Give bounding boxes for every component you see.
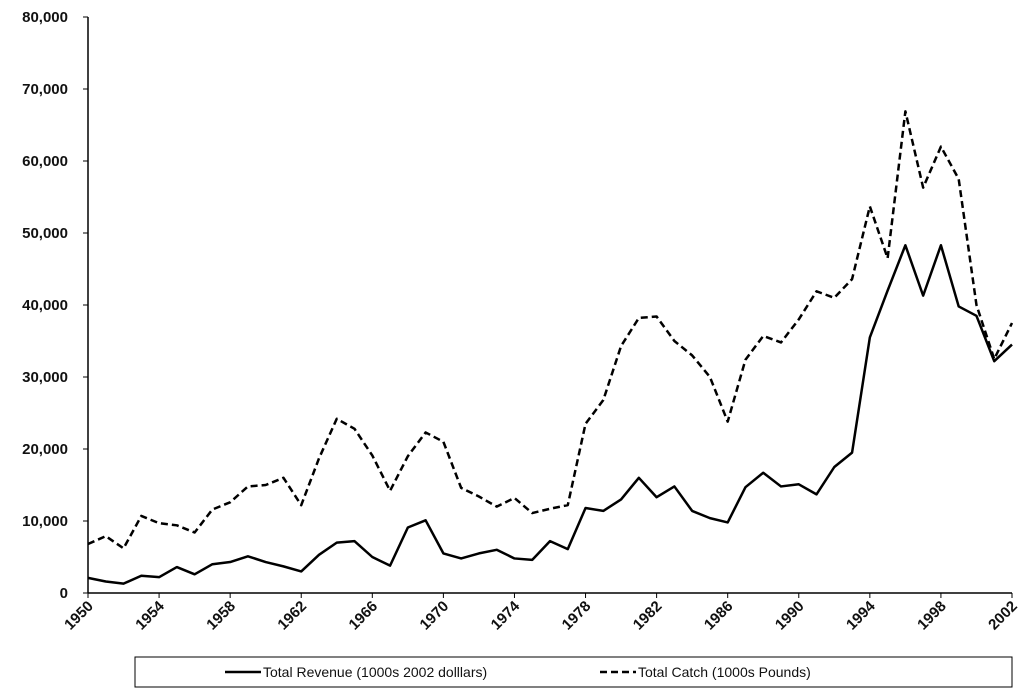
- y-tick-label: 50,000: [22, 225, 68, 242]
- y-tick-label: 60,000: [22, 153, 68, 170]
- y-tick-label: 10,000: [22, 513, 68, 530]
- x-tick-label: 1990: [772, 598, 808, 634]
- legend-label: Total Revenue (1000s 2002 dolllars): [263, 664, 487, 680]
- x-tick-label: 1978: [559, 598, 595, 634]
- legend-label: Total Catch (1000s Pounds): [638, 664, 811, 680]
- x-tick-label: 1970: [417, 598, 453, 634]
- y-tick-label: 70,000: [22, 81, 68, 98]
- x-tick-label: 1982: [630, 598, 666, 634]
- x-tick-label: 1994: [843, 597, 879, 633]
- x-tick-label: 2002: [985, 598, 1021, 634]
- line-series: [87, 243, 1013, 585]
- y-tick-label: 40,000: [22, 297, 68, 314]
- x-tick-label: 1986: [701, 598, 737, 634]
- x-tick-label: 1974: [488, 597, 524, 633]
- y-tick-label: 30,000: [22, 369, 68, 386]
- x-tick-label: 1998: [914, 598, 950, 634]
- x-tick-label: 1950: [61, 598, 97, 634]
- x-tick-label: 1962: [274, 598, 310, 634]
- legend-box: [134, 656, 1013, 688]
- y-tick-label: 20,000: [22, 441, 68, 458]
- x-tick-label: 1954: [132, 597, 168, 633]
- y-tick-label: 0: [60, 585, 68, 602]
- line-series: [87, 110, 1014, 550]
- y-tick-label: 80,000: [22, 9, 68, 26]
- legend: Total Revenue (1000s 2002 dolllars) Total…: [134, 656, 1013, 688]
- x-tick-label: 1958: [203, 598, 239, 634]
- x-tick-label: 1966: [346, 598, 382, 634]
